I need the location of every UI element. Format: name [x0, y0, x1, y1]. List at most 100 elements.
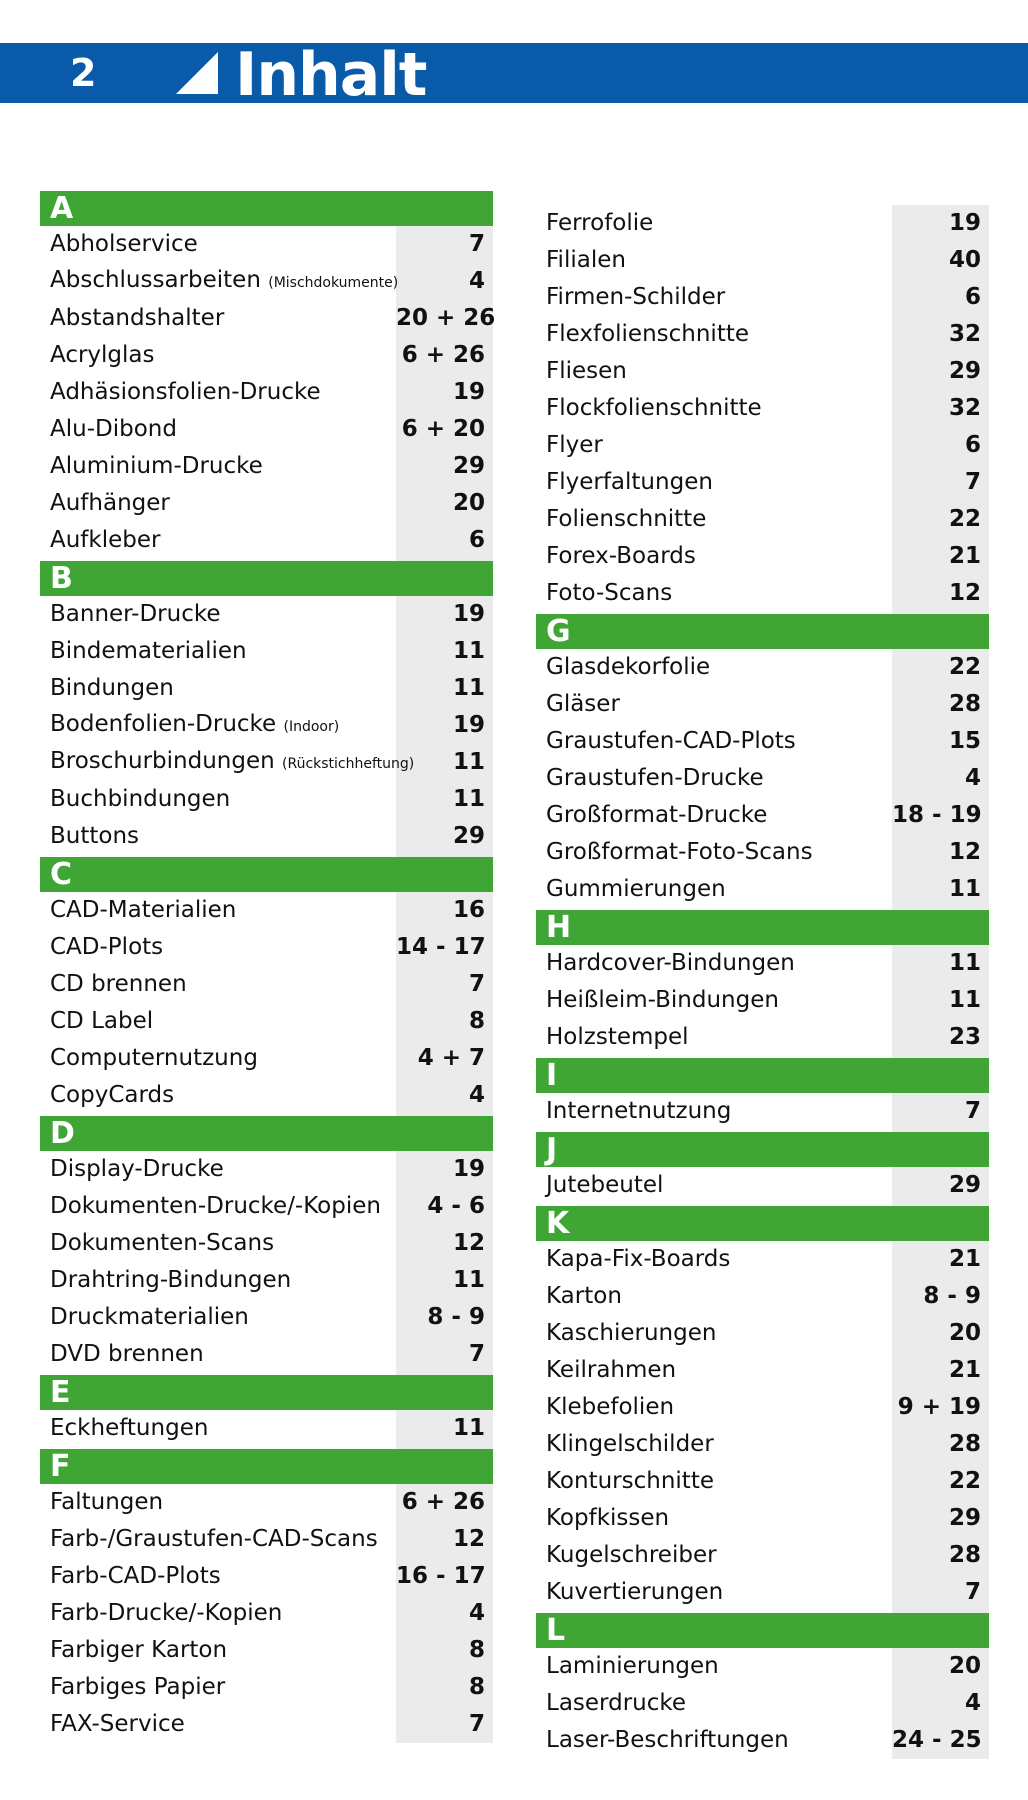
entry-pages: 28	[948, 1431, 981, 1457]
entry-label: Internetnutzung	[536, 1093, 731, 1130]
entry-term: Computernutzung	[50, 1045, 258, 1071]
entry-term: Graustufen-Drucke	[546, 765, 764, 791]
index-entry: Druckmaterialien 8 - 9	[40, 1299, 493, 1336]
index-rows: A Abholservice 7 Abschlussarbeiten (Mischdo…	[40, 191, 496, 1743]
entry-pages: 29	[452, 823, 485, 849]
letter-heading-a: A	[40, 191, 493, 226]
entry-term: Firmen-Schilder	[546, 284, 726, 310]
entry-term: Eckheftungen	[50, 1415, 209, 1441]
letter-heading-g: G	[536, 614, 989, 649]
entry-label: Aluminium-Drucke	[40, 448, 263, 485]
entry-pages: 11	[948, 987, 981, 1013]
entry-term: Gläser	[546, 691, 620, 717]
entry-label: Abholservice	[40, 226, 198, 263]
letter-heading-h: H	[536, 910, 989, 945]
entry-pages: 29	[948, 1505, 981, 1531]
entry-pages: 19	[948, 210, 981, 236]
entry-term: FAX-Service	[50, 1711, 185, 1737]
entry-pages: 16 - 17	[396, 1563, 486, 1589]
index-entry: DVD brennen 7	[40, 1336, 493, 1373]
index-entry: Farb-/Graustufen-CAD-Scans 12	[40, 1521, 493, 1558]
entry-label: Drahtring-Bindungen	[40, 1262, 291, 1299]
entry-term: Buchbindungen	[50, 786, 231, 812]
entry-term: Kuvertierungen	[546, 1579, 724, 1605]
entry-term: Jutebeutel	[546, 1172, 664, 1198]
entry-term: Dokumenten-Scans	[50, 1230, 275, 1256]
entry-label: Abschlussarbeiten (Mischdokumente)	[40, 262, 398, 302]
entry-pages: 29	[948, 358, 981, 384]
page-number: 2	[70, 51, 97, 95]
entry-label: CAD-Materialien	[40, 892, 236, 929]
index-entry: Graustufen-CAD-Plots 15	[536, 723, 989, 760]
entry-pages: 11	[452, 1415, 485, 1441]
entry-label: Jutebeutel	[536, 1167, 663, 1204]
entry-term: Faltungen	[50, 1489, 164, 1515]
index-entry: Farb-Drucke/-Kopien 4	[40, 1595, 493, 1632]
letter-heading-l: L	[536, 1613, 989, 1648]
entry-term: Ferrofolie	[546, 210, 654, 236]
entry-pages: 7	[468, 971, 485, 997]
index-entry: Banner-Drucke 19	[40, 596, 493, 633]
entry-pages: 6 + 20	[401, 416, 485, 442]
entry-label: Filialen	[536, 242, 626, 279]
entry-label: Broschurbindungen (Rückstichheftung)	[40, 743, 414, 783]
entry-term: Konturschnitte	[546, 1468, 714, 1494]
entry-pages: 19	[452, 379, 485, 405]
entry-pages: 24 - 25	[892, 1727, 982, 1753]
index-entry: CD Label 8	[40, 1003, 493, 1040]
letter-heading-d: D	[40, 1116, 493, 1151]
index-entry: Glasdekorfolie 22	[536, 649, 989, 686]
index-entry: Abholservice 7	[40, 226, 493, 263]
entry-term: Display-Drucke	[50, 1156, 224, 1182]
entry-term: Aluminium-Drucke	[50, 453, 263, 479]
entry-pages: 4	[964, 1690, 981, 1716]
page-number-band	[892, 205, 989, 1759]
entry-pages: 20 + 26	[396, 305, 496, 331]
entry-label: Flyerfaltungen	[536, 464, 713, 501]
entry-pages: 4	[468, 268, 485, 294]
index-entry: Gläser 28	[536, 686, 989, 723]
entry-term: Farb-CAD-Plots	[50, 1563, 221, 1589]
entry-pages: 19	[452, 1156, 485, 1182]
entry-term: Farbiger Karton	[50, 1637, 228, 1663]
entry-pages: 29	[948, 1172, 981, 1198]
entry-pages: 32	[948, 321, 981, 347]
entry-pages: 4 - 6	[427, 1193, 485, 1219]
entry-term: Flockfolienschnitte	[546, 395, 762, 421]
index-entry: Großformat-Foto-Scans 12	[536, 834, 989, 871]
letter-heading-i: I	[536, 1058, 989, 1093]
entry-label: Graustufen-CAD-Plots	[536, 723, 796, 760]
index-entry: Bindematerialien 11	[40, 633, 493, 670]
entry-pages: 32	[948, 395, 981, 421]
entry-term: Druckmaterialien	[50, 1304, 249, 1330]
entry-pages: 7	[468, 231, 485, 257]
entry-pages: 6 + 26	[401, 1489, 485, 1515]
entry-term: Holzstempel	[546, 1024, 689, 1050]
entry-term: Acrylglas	[50, 342, 155, 368]
page-header: 2 Inhalt	[0, 40, 1028, 110]
entry-pages: 21	[948, 1246, 981, 1272]
entry-label: Banner-Drucke	[40, 596, 221, 633]
index-entry: Abstandshalter 20 + 26	[40, 300, 496, 337]
index-entry: CAD-Plots 14 - 17	[40, 929, 493, 966]
entry-term: Drahtring-Bindungen	[50, 1267, 292, 1293]
entry-label: Klebefolien	[536, 1389, 674, 1426]
entry-term: Flexfolienschnitte	[546, 321, 750, 347]
entry-term: Laser-Beschriftungen	[546, 1727, 789, 1753]
entry-term: Banner-Drucke	[50, 601, 221, 627]
index-entry: Buttons 29	[40, 818, 493, 855]
index-entry: Aluminium-Drucke 29	[40, 448, 493, 485]
entry-label: FAX-Service	[40, 1706, 185, 1743]
entry-term: Abholservice	[50, 231, 198, 257]
letter-heading-e: E	[40, 1375, 493, 1410]
entry-note: (Mischdokumente)	[268, 274, 399, 291]
entry-pages: 12	[452, 1230, 485, 1256]
entry-label: Alu-Dibond	[40, 411, 177, 448]
entry-label: Aufhänger	[40, 485, 170, 522]
entry-term: Karton	[546, 1283, 622, 1309]
entry-label: CD brennen	[40, 966, 187, 1003]
entry-label: Flyer	[536, 427, 603, 464]
entry-term: Flyer	[546, 432, 603, 458]
index-column-right: Ferrofolie 19 Filialen 40 Firmen-Schilder 6 Fl…	[536, 205, 989, 1759]
entry-label: Großformat-Foto-Scans	[536, 834, 813, 871]
